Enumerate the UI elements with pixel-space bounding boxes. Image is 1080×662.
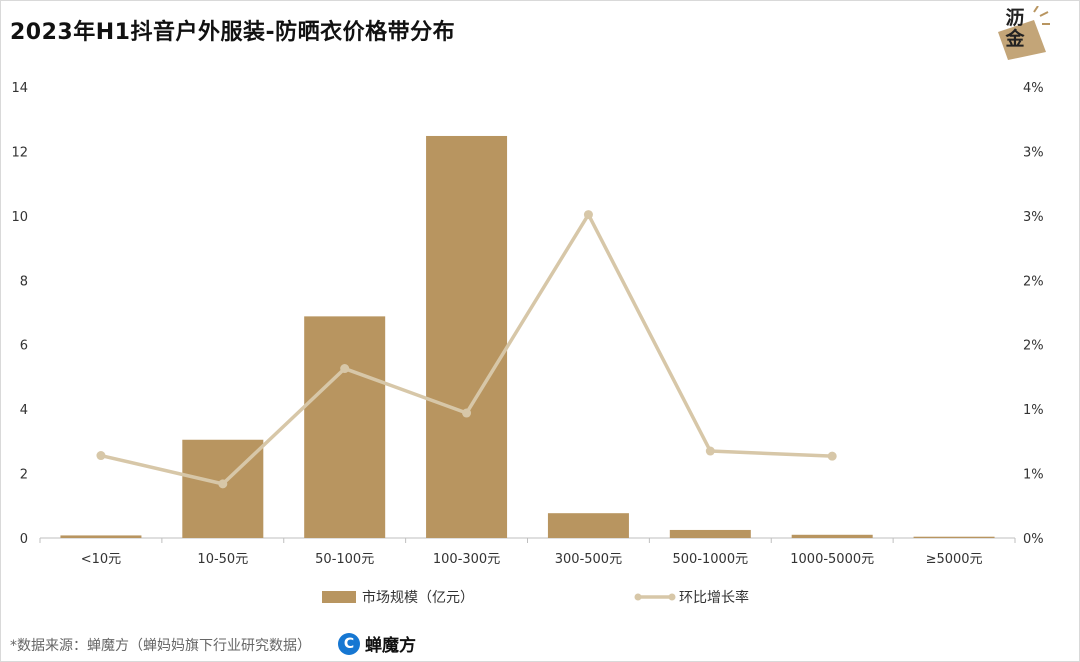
x-category-label: 50-100元 (315, 552, 374, 567)
chart-title: 2023年H1抖音户外服装-防晒衣价格带分布 (10, 20, 456, 45)
line-point-mom-growth (96, 451, 106, 461)
x-category-label: 100-300元 (433, 552, 500, 567)
brand-logo-icon (998, 6, 1050, 60)
line-point-mom-growth (218, 479, 228, 489)
bar-market-size (791, 534, 873, 538)
y-right-tick-label: 2% (1023, 274, 1044, 289)
bar-market-size (547, 513, 629, 538)
x-category-label: 300-500元 (555, 552, 622, 567)
legend-line-marker (668, 593, 676, 601)
y-left-tick-label: 8 (20, 274, 28, 289)
bar-market-size (60, 535, 142, 538)
x-category-label: 500-1000元 (673, 552, 749, 567)
y-left-tick-label: 10 (11, 210, 28, 225)
footer-brand: C 蝉魔方 (338, 631, 416, 656)
data-source-note: *数据来源：蝉魔方（蝉妈妈旗下行业研究数据） (10, 638, 311, 654)
bar-market-size (426, 135, 508, 539)
y-right-tick-label: 3% (1023, 210, 1044, 225)
legend-line-marker (634, 593, 642, 601)
bar-market-size (304, 316, 386, 538)
x-category-label: <10元 (81, 552, 121, 567)
y-right-tick-label: 0% (1023, 532, 1044, 547)
y-left-tick-label: 2 (20, 468, 28, 483)
y-left-tick-label: 12 (11, 145, 28, 160)
legend-bar-swatch (322, 591, 356, 603)
x-category-label: 10-50元 (197, 552, 248, 567)
y-left-tick-label: 6 (20, 339, 28, 354)
brand-name: 蝉魔方 (365, 636, 416, 656)
y-right-tick-label: 1% (1023, 403, 1044, 418)
y-left-tick-label: 4 (20, 403, 28, 418)
legend-line-label: 环比增长率 (679, 589, 749, 606)
line-point-mom-growth (705, 446, 715, 456)
brand-c-icon: C (338, 632, 360, 655)
logo-text: 沥金 (1005, 7, 1025, 50)
line-point-mom-growth (462, 408, 472, 418)
y-right-tick-label: 3% (1023, 145, 1044, 160)
y-right-tick-label: 4% (1023, 81, 1044, 96)
bar-market-size (669, 529, 751, 538)
bar-market-size (913, 536, 995, 538)
price-band-chart: 0 2 4 6 8 10 12 14 0% 1% 1% 2% 2% 3% 3% 4% <10元 10-50元 50-… (11, 81, 1044, 606)
line-point-mom-growth (340, 364, 350, 374)
line-point-mom-growth (827, 451, 837, 461)
line-point-mom-growth (583, 210, 593, 220)
y-left-tick-label: 14 (11, 81, 28, 96)
legend-bar-label: 市场规模（亿元） (362, 589, 474, 606)
x-category-label: 1000-5000元 (790, 552, 874, 567)
y-right-tick-label: 1% (1023, 468, 1044, 483)
x-category-label: ≥5000元 (926, 552, 983, 567)
y-right-tick-label: 2% (1023, 339, 1044, 354)
y-left-tick-label: 0 (20, 532, 28, 547)
bar-market-size (182, 439, 264, 538)
